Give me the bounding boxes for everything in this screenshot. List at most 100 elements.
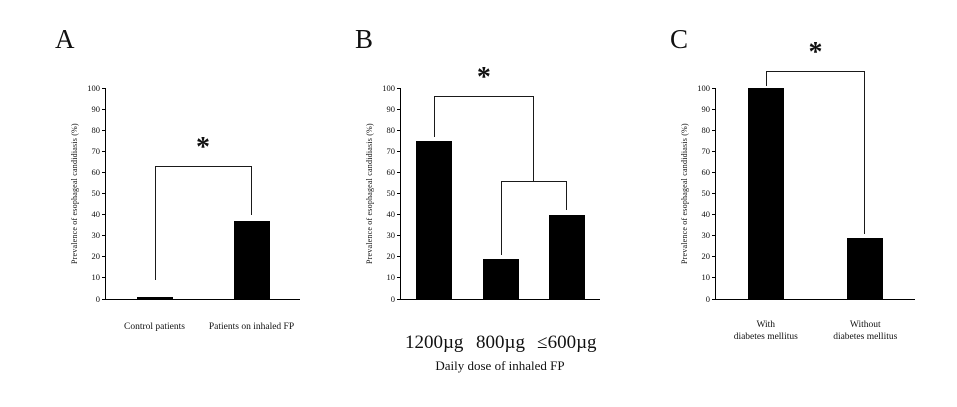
panel-b: B Prevalence of esophageal candidiasis (… [340, 0, 650, 407]
y-axis-tick-label: 30 [386, 230, 396, 241]
y-axis-tick [102, 108, 106, 110]
x-axis-title: Daily dose of inhaled FP [435, 358, 565, 373]
panel-label-c: C [670, 24, 689, 54]
y-axis-tick [397, 87, 401, 89]
bracket-line [154, 166, 252, 168]
bracket-line [434, 96, 534, 98]
y-axis-tick [102, 235, 106, 237]
plot-area: 0 10 20 30 40 50 60 70 80 90 100 1200µg 800µg ≤600µg * [382, 62, 600, 353]
y-axis-tick-label: 80 [701, 124, 711, 135]
bar-1 [482, 258, 519, 299]
y-axis-tick [397, 150, 401, 152]
y-axis-tick [397, 256, 401, 258]
y-axis-tick-label: 0 [95, 293, 100, 304]
y-axis-tick [102, 129, 106, 131]
y-axis-tick-label: 100 [382, 82, 395, 93]
y-axis-tick [397, 129, 401, 131]
y-axis-tick-label: 90 [91, 103, 101, 114]
y-axis-tick-label: 60 [701, 166, 711, 177]
y-axis-tick-label: 20 [91, 251, 101, 262]
y-axis-tick-label: 100 [697, 82, 710, 93]
panel-c: C Prevalence of esophageal candidiasis (… [655, 0, 955, 407]
y-axis-tick-label: 60 [386, 166, 396, 177]
y-axis-tick [397, 298, 401, 300]
bracket-right-leg [565, 180, 567, 211]
y-axis-tick-label: 50 [386, 188, 396, 198]
category-label-0: With diabetes mellitus [733, 320, 798, 343]
y-axis-tick-label: 50 [701, 188, 711, 198]
bracket-left-leg [500, 180, 502, 255]
y-axis-tick-label: 50 [91, 188, 101, 198]
y-axis-tick-label: 30 [701, 230, 711, 241]
y-axis-tick-label: 40 [91, 209, 101, 220]
y-axis-tick-label: 70 [91, 145, 101, 156]
y-axis-tick-label: 10 [386, 272, 396, 283]
category-label-0: 1200µg [404, 332, 464, 353]
y-axis-tick-label: 60 [91, 166, 101, 177]
y-axis-tick-label: 0 [390, 293, 395, 304]
category-label-0: Control patients [124, 322, 185, 332]
y-axis-tick [102, 87, 106, 89]
y-axis-tick [712, 298, 716, 300]
y-axis-tick-label: 80 [386, 124, 396, 135]
y-axis-tick-label: 70 [701, 145, 711, 156]
y-axis-tick [102, 193, 106, 194]
bracket-left-leg [154, 166, 156, 280]
y-axis-tick-label: 90 [386, 103, 396, 114]
bracket-right-leg [250, 166, 252, 215]
y-axis-tick [712, 256, 716, 258]
bracket-right-leg [532, 96, 534, 181]
bar-2 [548, 214, 585, 299]
category-label-1: Without diabetes mellitus [833, 320, 898, 343]
y-axis-tick-label: 80 [91, 124, 101, 135]
y-axis-tick [397, 235, 401, 237]
y-axis-tick [712, 129, 716, 131]
y-axis-tick [102, 150, 106, 152]
y-axis-tick-label: 20 [701, 251, 711, 262]
y-axis-tick [102, 298, 106, 300]
bracket-right-leg [864, 71, 866, 234]
y-axis-tick [712, 171, 716, 173]
y-axis-tick [712, 214, 716, 216]
y-axis-tick [712, 235, 716, 237]
panel-label-b: B [355, 24, 374, 54]
significance-asterisk: * [808, 37, 823, 69]
significance-asterisk: * [196, 132, 210, 164]
y-axis-tick-label: 90 [701, 103, 711, 114]
bar-0 [747, 88, 784, 299]
bracket-line [500, 180, 567, 182]
y-axis-tick-label: 0 [705, 293, 710, 304]
y-axis-tick [712, 87, 716, 89]
bracket-left-leg [765, 71, 767, 86]
y-axis-tick [397, 171, 401, 173]
y-axis-tick [712, 277, 716, 279]
y-axis-tick [712, 193, 716, 194]
y-axis-tick-label: 70 [386, 145, 396, 156]
category-label-1: Patients on inhaled FP [208, 322, 295, 332]
y-axis-tick-label: 20 [386, 251, 396, 262]
bracket-line [765, 71, 866, 73]
bar-1 [847, 237, 884, 299]
category-label-1: 800µg [476, 332, 525, 353]
y-axis-tick [397, 108, 401, 110]
y-axis-tick-label: 10 [91, 272, 101, 283]
y-axis-tick [102, 277, 106, 279]
y-axis-tick [397, 193, 401, 194]
y-axis-tick [102, 214, 106, 216]
y-axis-tick [102, 171, 106, 173]
y-axis-tick-label: 40 [701, 209, 711, 220]
bar-0 [136, 296, 173, 299]
y-axis-tick [397, 277, 401, 279]
y-axis-tick-label: 40 [386, 209, 396, 220]
significance-asterisk: * [476, 62, 491, 94]
y-axis-tick-label: 30 [91, 230, 101, 241]
panel-a: A Prevalence of esophageal candidiasis (… [40, 0, 335, 407]
y-axis-tick-label: 100 [87, 82, 100, 93]
category-label-2: ≤600µg [537, 332, 597, 353]
bar-1 [233, 220, 270, 299]
plot-area: 0 10 20 30 40 50 60 70 80 90 100 With diabetes mell… [697, 37, 915, 342]
bar-0 [416, 140, 453, 299]
panel-label-a: A [55, 24, 75, 54]
y-axis-tick [102, 256, 106, 258]
